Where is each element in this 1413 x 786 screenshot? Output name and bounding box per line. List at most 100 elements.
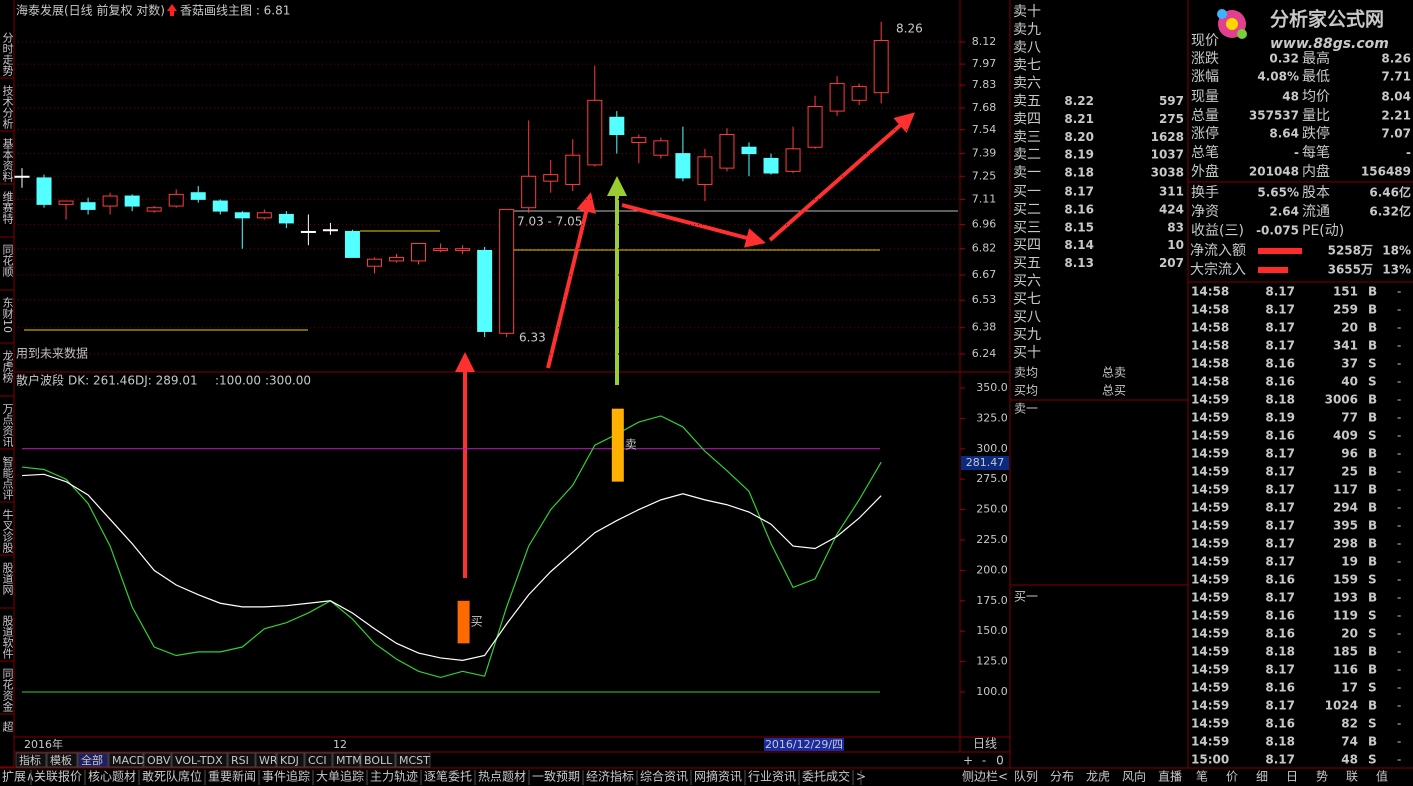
zoom-button[interactable]: +: [963, 754, 973, 768]
toolbar-button[interactable]: 关联报价: [34, 769, 82, 784]
toolbar-button[interactable]: 主力轨迹: [370, 770, 418, 784]
quote-value: -: [1406, 146, 1411, 160]
book-tab[interactable]: 龙虎: [1086, 770, 1110, 784]
book-label: 卖七: [1013, 58, 1041, 74]
sidebar-tab[interactable]: 同花顺: [1, 244, 14, 278]
toolbar-button[interactable]: 一致预期: [532, 770, 580, 784]
indicator-tab[interactable]: KDJ: [280, 754, 299, 767]
tick-tab[interactable]: 势: [1316, 770, 1328, 784]
tick-volume: 20: [1341, 627, 1358, 641]
candle-body: [565, 154, 581, 185]
tick-time: 14:58: [1191, 285, 1229, 299]
sidebar-tab[interactable]: 股道软件: [1, 615, 14, 660]
indicator-tab[interactable]: MTM: [336, 754, 362, 767]
toolbar-button[interactable]: 事件追踪: [262, 769, 310, 784]
quote-label: 总量: [1191, 108, 1219, 124]
book-price: 8.22: [1064, 94, 1094, 108]
quote-value: 357537: [1249, 109, 1299, 123]
indicator-tab[interactable]: RSI: [231, 754, 249, 767]
toolbar-button[interactable]: 委托成交: [802, 769, 850, 784]
quote-value: -0.075: [1256, 224, 1299, 238]
sidebar-tab[interactable]: 东财10: [1, 297, 14, 333]
side-toggle[interactable]: 侧边栏<: [962, 769, 1008, 784]
tick-price: 8.17: [1265, 447, 1295, 461]
dj-label: DJ: 289.01: [135, 374, 198, 388]
tick-tab[interactable]: 价: [1226, 770, 1238, 784]
candle-body: [763, 157, 779, 174]
candle-body: [719, 134, 735, 169]
tick-tab[interactable]: 联: [1346, 770, 1358, 784]
toolbar-button[interactable]: 重要新闻: [208, 769, 256, 784]
toolbar-button[interactable]: 敢死队席位: [142, 769, 202, 784]
book-tab[interactable]: 风向: [1122, 769, 1146, 784]
sidebar-tab[interactable]: 超: [1, 720, 14, 733]
tick-tab[interactable]: 细: [1256, 770, 1268, 784]
tick-time: 14:59: [1191, 717, 1229, 731]
sidebar-tab[interactable]: 基本资料: [1, 138, 14, 183]
sidebar-tab[interactable]: 技术分析: [1, 85, 14, 130]
sidebar-tab[interactable]: 分时走势: [1, 32, 14, 76]
zoom-button[interactable]: -: [982, 754, 986, 768]
toolbar-button[interactable]: 网摘资讯: [694, 769, 742, 784]
indicator-tab[interactable]: CCI: [308, 754, 327, 767]
toolbar-button[interactable]: 逐笔委托: [424, 769, 472, 784]
indicator-tab[interactable]: 全部: [81, 753, 103, 767]
indicator-tab[interactable]: MACD: [112, 754, 145, 767]
sidebar-tab[interactable]: 同花资金: [1, 668, 14, 712]
tick-price: 8.17: [1265, 699, 1295, 713]
signal-label: 卖: [625, 438, 637, 452]
book-label: 买六: [1013, 274, 1041, 290]
candle-body: [58, 200, 74, 205]
indicator-tab[interactable]: OBV: [147, 754, 171, 767]
candle-body: [499, 208, 515, 334]
candle-body: [190, 192, 206, 200]
toolbar-button[interactable]: 热点题材: [478, 770, 526, 784]
toolbar-button[interactable]: 扩展∧: [2, 770, 35, 784]
period[interactable]: 日线: [973, 737, 997, 751]
candle-body: [234, 212, 250, 219]
sidebar-tab[interactable]: 维赛特: [1, 191, 14, 224]
book-tab[interactable]: 直播: [1158, 770, 1182, 784]
toolbar-button[interactable]: 核心题材: [88, 770, 136, 784]
tick-tab[interactable]: 值: [1376, 769, 1388, 784]
logo: 分析家公式网 www.88gs.com: [1217, 8, 1389, 52]
indicator-tab[interactable]: 指标: [19, 753, 41, 767]
toolbar-button[interactable]: 经济指标: [586, 769, 634, 784]
sidebar-tab[interactable]: 万点资讯: [1, 403, 14, 448]
high-label: 8.26: [896, 22, 923, 36]
indicator-tab[interactable]: 模板: [50, 753, 72, 767]
tick-volume: 40: [1341, 375, 1358, 389]
tick-price: 8.17: [1265, 339, 1295, 353]
tab-box: [143, 752, 172, 768]
book-tab[interactable]: 分布: [1050, 770, 1074, 784]
zoom-button[interactable]: 0: [996, 754, 1004, 768]
candle-body: [675, 153, 691, 179]
indicator-tab[interactable]: BOLL: [364, 754, 393, 767]
tick-side: S: [1368, 609, 1377, 623]
sidebar-tab[interactable]: 智能点评: [1, 455, 14, 501]
tick-tab[interactable]: 日: [1286, 770, 1298, 784]
candle-body: [741, 146, 757, 155]
sidebar-tab[interactable]: 牛叉诊股: [1, 508, 14, 554]
tick-side: B: [1368, 321, 1377, 335]
indicator-tab[interactable]: MCST: [399, 754, 430, 767]
tick-time: 14:59: [1191, 555, 1229, 569]
tick-price: 8.19: [1265, 411, 1295, 425]
tick-tab[interactable]: 笔: [1196, 769, 1208, 784]
indicator-tab[interactable]: WR: [259, 754, 278, 767]
tick-price: 8.17: [1265, 519, 1295, 533]
indicator-name: 散户波段: [16, 373, 64, 388]
tick-price: 8.18: [1265, 645, 1295, 659]
sidebar-tab[interactable]: 股道网: [1, 562, 14, 596]
toolbar-button[interactable]: 综合资讯: [640, 769, 688, 784]
toolbar-button[interactable]: 大单追踪: [316, 769, 364, 784]
toolbar-button[interactable]: 行业资讯: [748, 770, 796, 784]
book-price: 8.18: [1064, 166, 1094, 180]
book-tab[interactable]: 队列: [1014, 769, 1038, 784]
sidebar-tab[interactable]: 龙虎榜: [1, 350, 14, 384]
quote-label: 收益(三): [1191, 223, 1244, 239]
tick-time: 14:59: [1191, 519, 1229, 533]
indicator-tab[interactable]: VOL-TDX: [175, 754, 223, 767]
arrow: [621, 203, 766, 248]
quote-value: 5.65%: [1257, 186, 1299, 200]
